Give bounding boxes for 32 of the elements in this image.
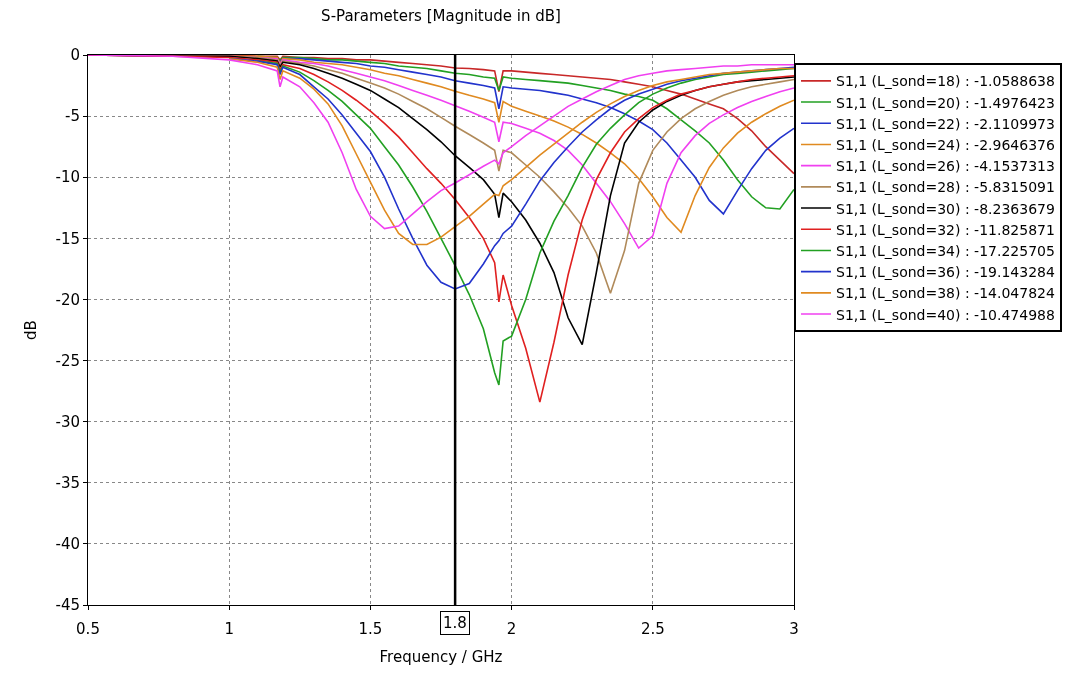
legend-label: S1,1 (L_sond=36) : -19.143284 xyxy=(836,264,1055,281)
legend-label: S1,1 (L_sond=40) : -10.474988 xyxy=(836,306,1055,323)
y-tick-label: -25 xyxy=(55,351,80,370)
x-tick-label: 3 xyxy=(789,620,799,638)
legend-label: S1,1 (L_sond=24) : -2.9646376 xyxy=(836,136,1055,153)
y-tick-label: -15 xyxy=(55,229,80,248)
y-tick-label: -45 xyxy=(55,596,80,615)
y-axis-title: dB xyxy=(21,320,40,340)
legend-label: S1,1 (L_sond=32) : -11.825871 xyxy=(836,221,1055,238)
y-tick-label: -20 xyxy=(55,290,80,309)
legend-label: S1,1 (L_sond=34) : -17.225705 xyxy=(836,242,1055,259)
legend-label: S1,1 (L_sond=22) : -2.1109973 xyxy=(836,115,1055,132)
x-tick-label: 1.5 xyxy=(358,620,383,638)
legend-label: S1,1 (L_sond=38) : -14.047824 xyxy=(836,285,1055,302)
y-tick-label: -40 xyxy=(55,535,80,554)
chart-title: S-Parameters [Magnitude in dB] xyxy=(321,6,561,25)
x-tick-label: 2.5 xyxy=(640,620,665,638)
y-tick-label: -30 xyxy=(55,412,80,431)
ref-line-label: 1.8 xyxy=(443,614,467,632)
y-tick-label: -35 xyxy=(55,474,80,493)
legend-label: S1,1 (L_sond=30) : -8.2363679 xyxy=(836,200,1055,217)
x-tick-label: 1 xyxy=(224,620,234,638)
y-tick-label: -10 xyxy=(55,168,80,187)
y-tick-label: -5 xyxy=(65,107,80,126)
legend-label: S1,1 (L_sond=28) : -5.8315091 xyxy=(836,179,1055,196)
legend-label: S1,1 (L_sond=20) : -1.4976423 xyxy=(836,94,1055,111)
legend-label: S1,1 (L_sond=26) : -4.1537313 xyxy=(836,158,1055,175)
x-tick-label: 2 xyxy=(506,620,517,638)
y-tick-label: 0 xyxy=(70,46,80,65)
legend-label: S1,1 (L_sond=18) : -1.0588638 xyxy=(836,73,1055,90)
x-axis-title: Frequency / GHz xyxy=(379,648,503,666)
x-tick-label: 0.5 xyxy=(76,620,100,638)
